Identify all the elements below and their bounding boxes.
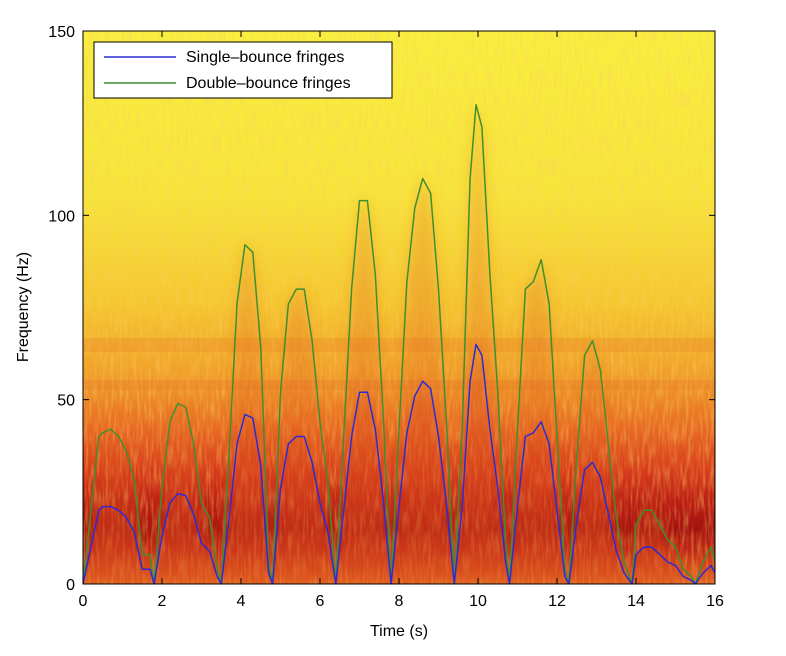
x-tick-label: 2 xyxy=(158,593,167,610)
legend: Single–bounce fringes Double–bounce frin… xyxy=(93,41,393,99)
x-tick-label: 12 xyxy=(548,593,566,610)
x-axis: 0 2 4 6 8 10 12 14 16 xyxy=(79,31,724,610)
series-line-double-bounce xyxy=(83,103,715,584)
y-axis: 0 50 100 150 xyxy=(48,24,715,594)
x-tick-label: 8 xyxy=(395,593,404,610)
spectrogram-energy-glow xyxy=(83,104,715,584)
legend-box xyxy=(93,41,393,99)
y-tick-label: 0 xyxy=(66,577,75,594)
x-tick-label: 0 xyxy=(79,593,88,610)
x-axis-title: Time (s) xyxy=(370,623,428,640)
y-tick-label: 150 xyxy=(48,24,75,41)
y-tick-label: 50 xyxy=(57,393,75,410)
x-tick-label: 6 xyxy=(316,593,325,610)
x-tick-label: 4 xyxy=(237,593,246,610)
plot-area xyxy=(83,31,715,584)
spectrogram-band-64hz xyxy=(83,338,715,352)
x-tick-label: 16 xyxy=(706,593,724,610)
legend-label-single-bounce: Single–bounce fringes xyxy=(186,49,344,66)
y-axis-title: Frequency (Hz) xyxy=(15,252,32,362)
energy-glow-double xyxy=(83,104,715,584)
series-line-single-bounce xyxy=(83,343,715,584)
y-tick-label: 100 xyxy=(48,208,75,225)
spectrogram-band-52hz xyxy=(83,380,715,390)
legend-label-double-bounce: Double–bounce fringes xyxy=(186,75,351,92)
x-tick-label: 14 xyxy=(627,593,645,610)
series-layer xyxy=(83,103,715,584)
x-tick-label: 10 xyxy=(469,593,487,610)
